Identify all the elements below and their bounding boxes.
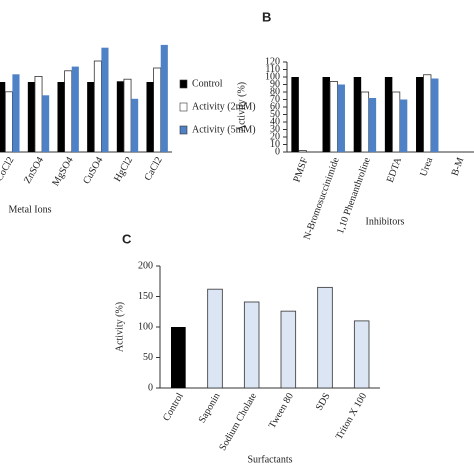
y-tick-label: 0	[275, 146, 280, 157]
y-tick-label: 10	[270, 139, 280, 150]
bar	[291, 77, 299, 152]
bar	[329, 81, 338, 153]
x-tick-label: SDS	[314, 391, 333, 412]
bar	[430, 78, 439, 152]
y-tick-label: 40	[270, 116, 280, 127]
x-tick-label: CoCl2	[0, 155, 16, 183]
x-tick-label: HgCl2	[112, 155, 135, 184]
y-tick-label: 110	[265, 64, 280, 75]
bar	[160, 44, 168, 152]
x-tick-label: EDTA	[385, 155, 404, 184]
bar	[64, 70, 73, 153]
bar	[298, 150, 307, 153]
bar	[337, 84, 345, 152]
bar	[360, 91, 370, 153]
legend-swatch	[179, 79, 188, 89]
x-axis-label: Surfactants	[248, 454, 293, 465]
panel-title: B	[262, 9, 271, 24]
legend-swatch	[179, 102, 188, 112]
x-tick-label: Sodium Cholate	[217, 391, 259, 453]
y-tick-label: 100	[265, 71, 280, 82]
legend-swatch	[179, 125, 188, 135]
x-tick-label: PMSF	[291, 156, 310, 184]
y-tick-label: 120	[265, 56, 280, 67]
bar	[153, 67, 162, 153]
bar	[0, 82, 6, 152]
bar	[116, 81, 124, 152]
bar	[280, 310, 297, 389]
legend-label: Activity (2mM)	[192, 101, 256, 112]
x-tick-label: MgSO4	[50, 155, 75, 188]
x-axis-label: Metal Ions	[8, 204, 51, 215]
bar	[4, 91, 13, 153]
bar	[243, 301, 260, 389]
bar	[399, 99, 408, 152]
y-tick-label: 90	[270, 79, 280, 90]
x-tick-label: CaCl2	[142, 155, 164, 183]
x-axis-label: Inhibitors	[366, 216, 405, 227]
x-tick-label: Triton X 100	[334, 391, 369, 441]
bar	[42, 95, 50, 152]
bar	[146, 82, 154, 152]
y-tick-label: 100	[138, 321, 153, 332]
y-tick-label: 200	[138, 260, 153, 271]
y-tick-label: 30	[270, 124, 280, 135]
bar	[101, 47, 109, 153]
bar	[27, 82, 35, 152]
bar	[71, 66, 79, 152]
x-tick-label: Saponin	[197, 391, 223, 425]
panel-title: C	[122, 231, 132, 246]
bar	[171, 327, 186, 388]
y-axis-label: Activity (%)	[114, 302, 125, 352]
y-tick-label: 0	[148, 382, 153, 393]
bar	[322, 77, 331, 152]
bar	[93, 60, 102, 153]
bar	[353, 320, 370, 389]
y-tick-label: 50	[143, 352, 153, 363]
bar	[123, 78, 132, 153]
bar	[131, 98, 139, 152]
x-tick-label: Urea	[418, 156, 435, 179]
bar	[416, 77, 424, 152]
y-tick-label: 20	[270, 131, 280, 142]
x-tick-label: B-M	[450, 156, 467, 178]
bar	[353, 77, 362, 152]
y-tick-label: 60	[270, 101, 280, 112]
bar	[207, 288, 223, 389]
y-axis-label: Activity (%)	[236, 82, 247, 132]
bar	[384, 77, 393, 152]
legend-label: Activity (5mM)	[192, 124, 256, 135]
y-tick-label: 50	[270, 109, 280, 120]
x-tick-label: ZnSO4	[22, 155, 46, 186]
bar	[87, 82, 95, 152]
x-tick-label: Tween 80	[267, 391, 296, 430]
bar	[423, 74, 432, 153]
bar	[34, 76, 43, 153]
y-tick-label: 150	[138, 291, 153, 302]
bar	[57, 82, 65, 152]
bar	[12, 74, 20, 152]
y-tick-label: 70	[270, 94, 280, 105]
bar	[368, 98, 377, 152]
legend-label: Control	[192, 78, 223, 89]
bar	[317, 286, 333, 389]
bar	[391, 91, 401, 153]
x-tick-label: Control	[161, 391, 186, 423]
x-tick-label: CuSO4	[81, 155, 105, 186]
y-tick-label: 80	[270, 86, 280, 97]
